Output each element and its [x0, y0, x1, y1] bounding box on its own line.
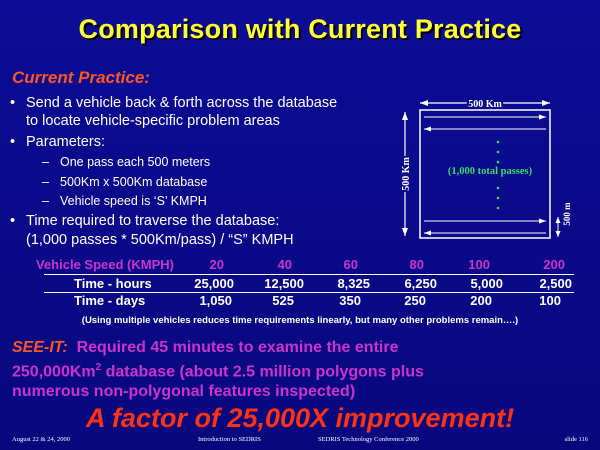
bullet-icon: •	[10, 134, 16, 150]
multiple-vehicles-note: (Using multiple vehicles reduces time re…	[81, 315, 519, 326]
arrow-right-icon	[542, 100, 550, 106]
arrow-left-icon	[420, 100, 428, 106]
total-passes-label: (1,000 total passes)	[448, 166, 533, 177]
sub-bullet-speed: – Vehicle speed is ‘S’ KMPH	[42, 194, 207, 209]
see-it-line-3: numerous non-polygonal features inspecte…	[12, 383, 356, 401]
speed-cell: 200	[543, 257, 565, 272]
speed-label: Vehicle Speed (KMPH)	[36, 257, 174, 272]
hours-label: Time - hours	[74, 276, 152, 291]
hours-cell: 5,000	[470, 276, 503, 291]
hours-cell: 12,500	[264, 276, 304, 291]
bullet-text: Send a vehicle back & forth across the d…	[26, 95, 338, 111]
see-it-line-1: SEE-IT: Required 45 minutes to examine t…	[12, 338, 592, 358]
ellipsis-dot	[496, 140, 500, 144]
dash-icon: –	[42, 155, 49, 169]
arrow-up-icon	[555, 217, 561, 223]
sub-bullet-database: –500Km x 500Km database	[42, 175, 207, 190]
days-cell: 200	[470, 293, 492, 308]
speed-cell: 40	[277, 257, 292, 272]
improvement-statement: A factor of 25,000X improvement!	[85, 403, 515, 433]
arrow-down-icon	[402, 228, 408, 236]
footer-slide-number: slide 116	[564, 436, 588, 443]
right-dimension-label: 500 m	[562, 202, 572, 226]
hours-cell: 2,500	[539, 276, 572, 291]
bullet-send-vehicle-cont: to locate vehicle-specific problem areas	[26, 113, 280, 129]
left-dimension-label: 500 Km	[401, 157, 412, 191]
ellipsis-dot	[496, 186, 500, 190]
arrow-down-icon	[555, 231, 561, 237]
sub-text: One pass each 500 meters	[60, 155, 211, 169]
footer-conference: SEDRIS Technology Conference 2000	[318, 436, 419, 443]
arrow-left-icon	[424, 230, 431, 236]
dash-icon: –	[42, 175, 49, 189]
arrow-right-icon	[539, 218, 546, 224]
see-it-keyword: SEE-IT:	[12, 339, 68, 356]
table-row-hours: Time - hours 25,000 12,500 8,325 6,250 5…	[0, 276, 600, 294]
footer-course: Introduction to SEDRIS	[198, 436, 261, 443]
hours-cell: 6,250	[404, 276, 437, 291]
see-it-statement: SEE-IT: Required 45 minutes to examine t…	[12, 338, 592, 402]
arrow-right-icon	[539, 114, 546, 120]
bullet-parameters: • Parameters:	[10, 134, 105, 151]
speed-cell: 80	[409, 257, 424, 272]
speed-cell: 20	[209, 257, 224, 272]
bullet-send-vehicle: • Send a vehicle back & forth across the …	[10, 95, 337, 112]
dash-icon: –	[42, 194, 49, 208]
database-box	[419, 109, 551, 239]
days-label: Time - days	[74, 293, 146, 308]
speed-cell: 60	[343, 257, 358, 272]
top-dimension-label: 500 Km	[468, 99, 502, 110]
bullet-text: Parameters:	[26, 134, 105, 150]
see-it-line-2: 250,000Km2 database (about 2.5 million p…	[12, 358, 592, 382]
see-it-superscript: 2	[95, 362, 102, 373]
footer-date: August 22 & 24, 2000	[12, 436, 70, 443]
see-it-line-2-text: database (about 2.5 million polygons plu…	[101, 363, 424, 381]
bullet-time-formula: (1,000 passes * 500Km/pass) / “S” KMPH	[26, 232, 294, 248]
database-diagram: 500 Km (1,000 total passes) 500 Km 500 m	[399, 97, 572, 239]
current-practice-heading: Current Practice:	[12, 68, 150, 87]
hours-cell: 25,000	[194, 276, 234, 291]
bullet-time-required: • Time required to traverse the database:	[10, 213, 279, 230]
ellipsis-dot	[496, 160, 500, 164]
days-cell: 250	[404, 293, 426, 308]
sub-text: Vehicle speed is ‘S’ KMPH	[60, 194, 207, 208]
days-cell: 100	[539, 293, 561, 308]
days-cell: 350	[339, 293, 361, 308]
see-it-line-1-text: Required 45 minutes to examine the entir…	[76, 339, 399, 356]
days-cell: 525	[272, 293, 294, 308]
see-it-area: 250,000Km	[12, 363, 96, 381]
bullet-text: Time required to traverse the database:	[26, 213, 280, 229]
table-divider	[44, 292, 574, 293]
days-cell: 1,050	[199, 293, 232, 308]
ellipsis-dot	[496, 206, 500, 210]
ellipsis-dot	[496, 150, 500, 154]
speed-cell: 100	[468, 257, 490, 272]
table-row-days: Time - days 1,050 525 350 250 200 100	[0, 293, 600, 311]
arrow-left-icon	[424, 126, 431, 132]
bullet-icon: •	[10, 95, 16, 111]
table-row-speed: Vehicle Speed (KMPH) 20 40 60 80 100 200	[0, 257, 600, 275]
arrow-up-icon	[402, 112, 408, 120]
sub-text: 500Km x 500Km database	[60, 175, 208, 189]
sub-bullet-pass: – One pass each 500 meters	[42, 155, 210, 170]
bullet-icon: •	[10, 213, 16, 229]
ellipsis-dot	[496, 196, 500, 200]
slide-title: Comparison with Current Practice	[78, 14, 522, 44]
hours-cell: 8,325	[337, 276, 370, 291]
table-divider	[44, 274, 574, 275]
